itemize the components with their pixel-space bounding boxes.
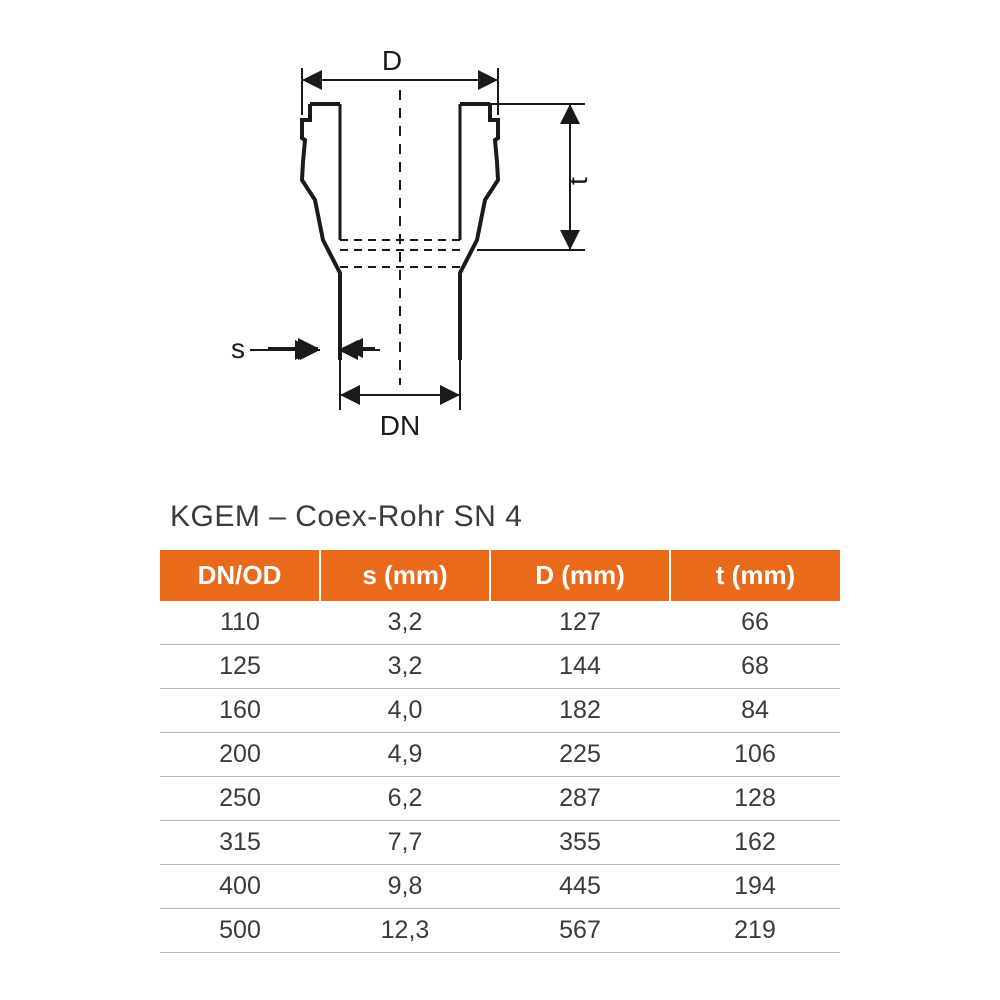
table-cell: 4,9 bbox=[320, 733, 490, 777]
table-cell: 400 bbox=[160, 865, 320, 909]
table-cell: 225 bbox=[490, 733, 670, 777]
table-cell: 127 bbox=[490, 601, 670, 645]
table-header-row: DN/OD s (mm) D (mm) t (mm) bbox=[160, 550, 840, 601]
table-row: 1604,018284 bbox=[160, 689, 840, 733]
table-caption: KGEM – Coex-Rohr SN 4 bbox=[170, 500, 522, 534]
table-cell: 315 bbox=[160, 821, 320, 865]
table-cell: 219 bbox=[670, 909, 840, 953]
table-cell: 9,8 bbox=[320, 865, 490, 909]
table-cell: 128 bbox=[670, 777, 840, 821]
table-cell: 110 bbox=[160, 601, 320, 645]
table-cell: 6,2 bbox=[320, 777, 490, 821]
table-row: 2506,2287128 bbox=[160, 777, 840, 821]
table-cell: 3,2 bbox=[320, 601, 490, 645]
table-cell: 12,3 bbox=[320, 909, 490, 953]
table-row: 1103,212766 bbox=[160, 601, 840, 645]
table-cell: 68 bbox=[670, 645, 840, 689]
col-header-D: D (mm) bbox=[490, 550, 670, 601]
table-row: 1253,214468 bbox=[160, 645, 840, 689]
table-cell: 200 bbox=[160, 733, 320, 777]
table-row: 2004,9225106 bbox=[160, 733, 840, 777]
table-cell: 3,2 bbox=[320, 645, 490, 689]
table-cell: 106 bbox=[670, 733, 840, 777]
col-header-dnod: DN/OD bbox=[160, 550, 320, 601]
table-cell: 194 bbox=[670, 865, 840, 909]
table-cell: 84 bbox=[670, 689, 840, 733]
table-cell: 500 bbox=[160, 909, 320, 953]
table-cell: 567 bbox=[490, 909, 670, 953]
table-cell: 355 bbox=[490, 821, 670, 865]
dim-label-D: D bbox=[382, 45, 402, 76]
table-row: 50012,3567219 bbox=[160, 909, 840, 953]
table-cell: 287 bbox=[490, 777, 670, 821]
table-cell: 182 bbox=[490, 689, 670, 733]
pipe-diagram: D t DN bbox=[190, 40, 650, 450]
dim-label-t: t bbox=[562, 177, 593, 185]
table-row: 3157,7355162 bbox=[160, 821, 840, 865]
col-header-t: t (mm) bbox=[670, 550, 840, 601]
col-header-s: s (mm) bbox=[320, 550, 490, 601]
table-cell: 125 bbox=[160, 645, 320, 689]
dim-label-DN: DN bbox=[380, 410, 420, 441]
dimension-table: DN/OD s (mm) D (mm) t (mm) 1103,21276612… bbox=[160, 550, 840, 953]
table-cell: 160 bbox=[160, 689, 320, 733]
table-cell: 445 bbox=[490, 865, 670, 909]
table-cell: 250 bbox=[160, 777, 320, 821]
table-cell: 7,7 bbox=[320, 821, 490, 865]
table-cell: 4,0 bbox=[320, 689, 490, 733]
table-cell: 162 bbox=[670, 821, 840, 865]
table-cell: 144 bbox=[490, 645, 670, 689]
table-row: 4009,8445194 bbox=[160, 865, 840, 909]
table-cell: 66 bbox=[670, 601, 840, 645]
dim-label-s: s bbox=[231, 333, 245, 364]
